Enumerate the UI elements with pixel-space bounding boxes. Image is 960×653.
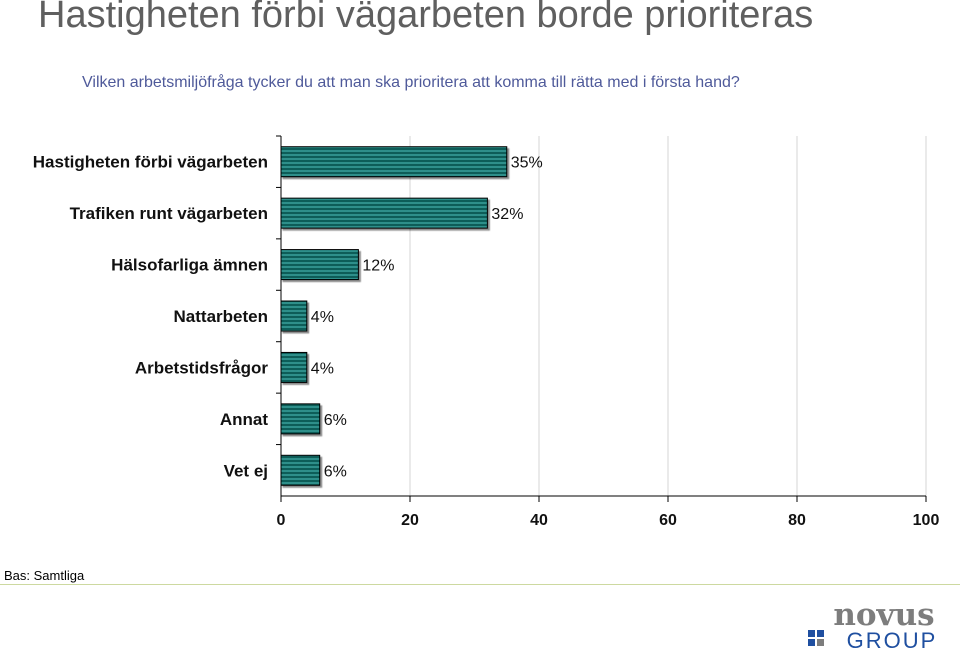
bar-chart: Hastigheten förbi vägarbeten 35% Trafiken … — [33, 135, 940, 529]
logo-wordmark: novus — [833, 598, 934, 633]
page-title: Hastigheten förbi vägarbeten borde prior… — [38, 0, 814, 36]
x-tick-label: 0 — [277, 512, 286, 529]
category-label: Hastigheten förbi vägarbeten — [33, 153, 268, 172]
value-label: 4% — [311, 309, 334, 326]
logo-squares-icon — [808, 630, 824, 646]
bar — [280, 146, 508, 178]
bar — [280, 249, 359, 281]
x-tick-label: 40 — [530, 512, 548, 529]
category-label: Vet ej — [224, 461, 268, 480]
bars — [280, 146, 508, 486]
bar — [280, 197, 488, 229]
x-tick-label: 60 — [659, 512, 677, 529]
gridlines — [409, 136, 927, 496]
chart-question: Vilken arbetsmiljöfråga tycker du att ma… — [82, 74, 740, 91]
x-tick-label: 80 — [788, 512, 806, 529]
value-label: 6% — [324, 463, 347, 480]
value-label: 32% — [491, 206, 523, 223]
novus-group-logo: novus GROUP — [808, 598, 938, 652]
bar — [280, 454, 321, 486]
base-note: Bas: Samtliga — [4, 568, 85, 583]
bar — [280, 300, 308, 332]
value-label: 6% — [324, 412, 347, 429]
axes: 0 20 40 60 80 100 — [276, 135, 940, 529]
logo-group-text: GROUP — [847, 628, 938, 652]
labels: Hastigheten förbi vägarbeten 35% Trafiken … — [33, 153, 543, 481]
value-label: 12% — [362, 258, 394, 275]
bar — [280, 403, 321, 435]
value-label: 35% — [511, 155, 543, 172]
footer-divider — [0, 584, 960, 585]
category-label: Arbetstidsfrågor — [135, 358, 269, 377]
category-label: Trafiken runt vägarbeten — [70, 204, 268, 223]
category-label: Hälsofarliga ämnen — [111, 256, 268, 275]
category-label: Annat — [220, 410, 269, 429]
value-label: 4% — [311, 360, 334, 377]
bar — [280, 351, 308, 383]
x-tick-label: 100 — [913, 512, 940, 529]
x-tick-label: 20 — [401, 512, 419, 529]
category-label: Nattarbeten — [174, 307, 268, 326]
